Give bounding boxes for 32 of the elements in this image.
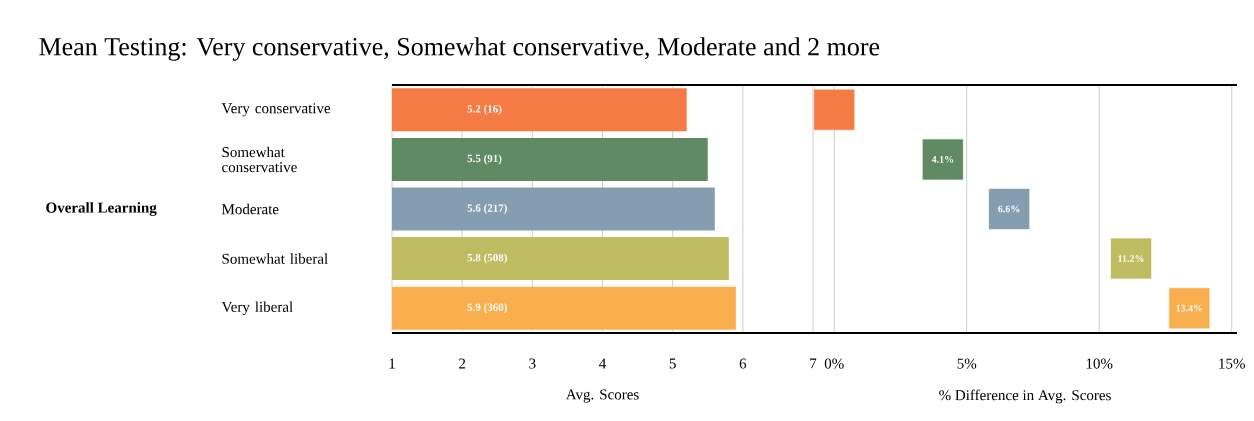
chart-title: Mean Testing: Very conservative, Somewhat conservative, Moderate and 2 more <box>39 37 880 61</box>
point <box>814 89 855 130</box>
x-tick-label: 15% <box>1219 358 1245 369</box>
y-tick-label: Moderate <box>221 203 279 215</box>
x-tick-label: 7 <box>810 358 817 369</box>
x-tick-label: 4 <box>599 358 607 369</box>
data-label: 5.6 (217) <box>467 204 507 214</box>
y-tick-label: Very conservative <box>221 103 331 117</box>
x-axis-title: % Difference in Avg. Scores <box>939 389 1111 404</box>
y-axis-title: Overall Learning <box>46 202 157 216</box>
data-label: 5.8 (508) <box>467 253 507 264</box>
y-tick-label: Very liberal <box>221 301 293 316</box>
point <box>988 188 1030 230</box>
x-axis-title: Avg. Scores <box>565 389 639 403</box>
x-tick-label: 6 <box>739 358 747 369</box>
x-tick-label: 1 <box>389 358 395 369</box>
x-tick-label: 0% <box>824 358 844 369</box>
data-label: 5.9 (360) <box>467 303 507 314</box>
y-tick-label: Somewhat liberal <box>222 253 328 264</box>
x-tick-label: 10% <box>1086 358 1113 369</box>
x-tick-label: 3 <box>529 358 536 369</box>
x-tick-label: 5% <box>957 358 977 369</box>
y-tick-label: Somewhat conservative <box>222 146 297 173</box>
data-label: 11.2% <box>1118 255 1144 262</box>
point <box>922 139 964 180</box>
x-tick-label: 2 <box>459 358 466 369</box>
data-label: 5.5 (91) <box>467 154 502 165</box>
data-label: 4.1% <box>931 156 954 163</box>
data-label: 5.2 (16) <box>467 104 502 115</box>
data-label: 6.6% <box>998 205 1020 213</box>
data-label: 13.4% <box>1176 304 1203 312</box>
x-tick-label: 5 <box>669 358 676 369</box>
